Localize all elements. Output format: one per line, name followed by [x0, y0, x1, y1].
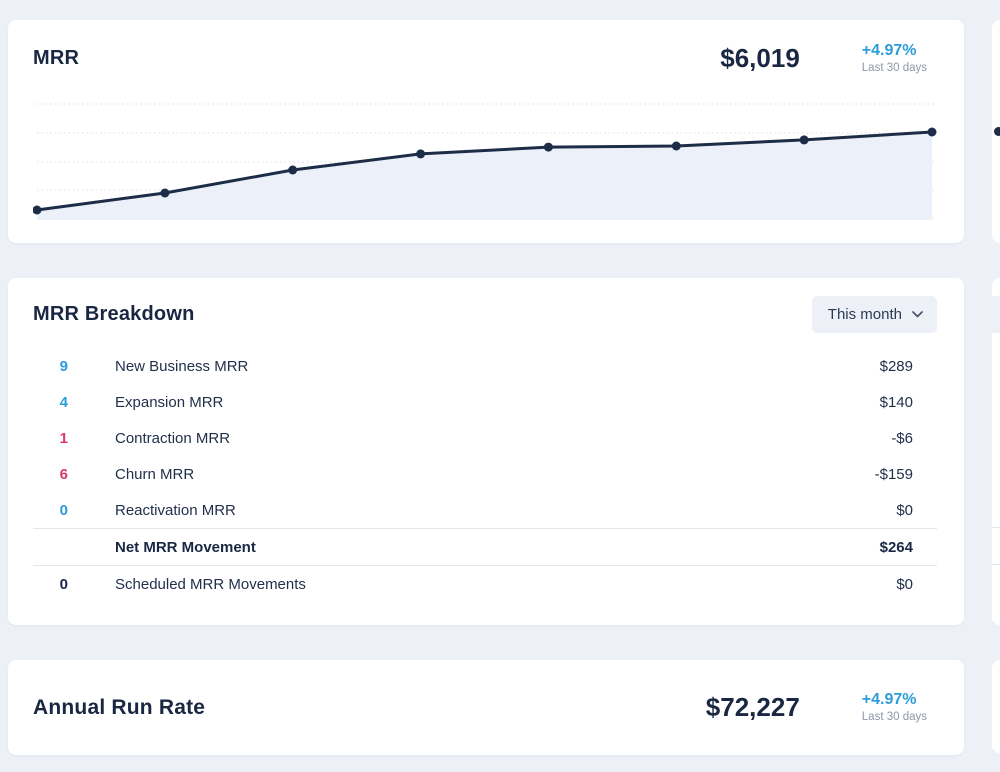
partial-divider: [992, 564, 1000, 565]
partial-card-middle: [992, 278, 1000, 625]
row-label: Expansion MRR: [115, 393, 224, 411]
row-label: Reactivation MRR: [115, 501, 236, 519]
row-label: Churn MRR: [115, 465, 195, 483]
row-value: $289: [879, 357, 913, 375]
mrr-value: $6,019: [720, 43, 800, 74]
row-value: -$6: [891, 429, 913, 447]
arr-change-percent: +4.97%: [861, 690, 917, 708]
row-value: $0: [896, 575, 913, 593]
period-selector-label: This month: [827, 306, 902, 323]
arr-value: $72,227: [705, 692, 800, 722]
table-row: 0 Scheduled MRR Movements $0: [33, 565, 937, 602]
partial-card-bottom: [992, 660, 1000, 753]
row-label: New Business MRR: [115, 357, 249, 375]
mrr-card: MRR $6,019 +4.97% Last 30 days: [8, 20, 964, 243]
partial-period-selector: [992, 296, 1000, 333]
mrr-card-header: MRR $6,019 +4.97% Last 30 days: [8, 20, 964, 76]
mrr-chart: [32, 103, 937, 220]
row-count: 9: [59, 357, 68, 375]
row-value: $0: [896, 501, 913, 519]
row-count: 4: [59, 393, 68, 411]
row-value: $140: [879, 393, 913, 411]
table-row: 9 New Business MRR $289: [33, 348, 937, 384]
arr-change-period: Last 30 days: [861, 711, 927, 724]
mrr-change-period: Last 30 days: [861, 62, 927, 75]
row-label: Net MRR Movement: [115, 538, 256, 556]
table-row: 0 Reactivation MRR $0: [33, 492, 937, 528]
arr-card-header: Annual Run Rate $72,227 +4.97% Last 30 d…: [8, 660, 964, 755]
breakdown-header: MRR Breakdown This month: [8, 278, 964, 333]
mrr-title: MRR: [33, 47, 80, 70]
table-row: 1 Contraction MRR -$6: [33, 420, 937, 456]
arr-change-block: +4.97% Last 30 days: [862, 691, 927, 725]
row-value: -$159: [874, 465, 913, 483]
mrr-chart-area: [32, 100, 941, 248]
breakdown-table: 9 New Business MRR $289 4 Expansion MRR $140 1…: [33, 348, 937, 602]
mrr-change-block: +4.97% Last 30 days: [862, 42, 927, 76]
row-count: 0: [59, 501, 68, 519]
partial-chart-point: [994, 127, 1000, 136]
mrr-change-percent: +4.97%: [861, 42, 917, 59]
partial-card-top: [992, 20, 1000, 243]
breakdown-title: MRR Breakdown: [33, 303, 195, 325]
table-row: Net MRR Movement $264: [33, 528, 937, 565]
period-selector[interactable]: This month: [811, 296, 937, 333]
annual-run-rate-card: Annual Run Rate $72,227 +4.97% Last 30 d…: [8, 660, 964, 755]
row-value: $264: [879, 538, 913, 556]
row-count: 0: [59, 575, 68, 593]
chevron-down-icon: [912, 311, 923, 318]
table-row: 6 Churn MRR -$159: [33, 456, 937, 492]
row-label: Contraction MRR: [115, 429, 231, 447]
partial-divider: [992, 527, 1000, 528]
row-label: Scheduled MRR Movements: [115, 575, 306, 593]
mrr-breakdown-card: MRR Breakdown This month 9 New Business M…: [8, 278, 964, 625]
row-count: 6: [59, 465, 68, 483]
table-row: 4 Expansion MRR $140: [33, 384, 937, 420]
row-count: 1: [59, 429, 68, 447]
arr-title: Annual Run Rate: [33, 695, 206, 719]
